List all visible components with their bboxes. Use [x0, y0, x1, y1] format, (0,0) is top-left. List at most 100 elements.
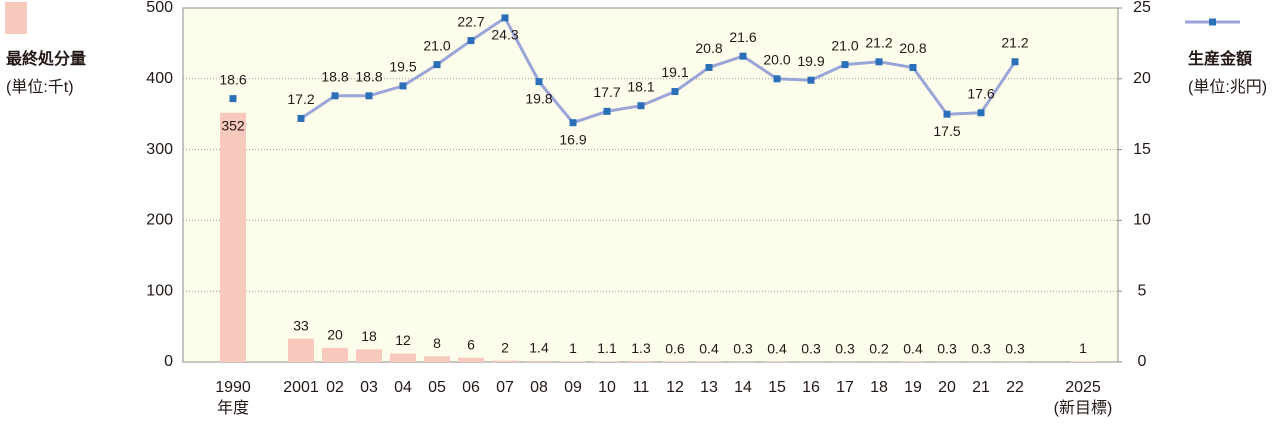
x-sublabel: (新目標)	[1054, 399, 1113, 417]
legend-label: 最終処分量	[6, 49, 86, 68]
marker	[230, 95, 237, 102]
bar	[526, 361, 552, 362]
bar-value-label: 1.1	[597, 340, 617, 356]
marker	[604, 108, 611, 115]
y-tick-label: 100	[146, 282, 173, 299]
bar-value-label: 0.3	[733, 340, 753, 356]
y2-tick-label: 15	[1133, 141, 1151, 158]
marker	[332, 92, 339, 99]
x-tick-label: 11	[633, 379, 650, 396]
marker	[876, 58, 883, 65]
marker	[1012, 58, 1019, 65]
line-value-label: 19.5	[389, 59, 416, 75]
bar-value-label: 33	[293, 317, 309, 333]
bar-value-label: 12	[395, 332, 411, 348]
y2-tick-label: 20	[1133, 70, 1151, 87]
bar-value-label: 0.4	[903, 340, 923, 356]
bar-value-label: 20	[327, 327, 343, 343]
x-tick-label: 16	[802, 379, 820, 396]
bar	[458, 358, 484, 362]
x-tick-label: 20	[938, 379, 956, 396]
line-value-label: 20.8	[899, 40, 926, 56]
x-tick-label: 17	[836, 379, 854, 396]
line-value-label: 21.0	[831, 37, 858, 53]
bar-value-label: 0.2	[869, 341, 889, 357]
marker	[298, 115, 305, 122]
bar	[322, 348, 348, 362]
bar-value-label: 0.3	[971, 340, 991, 356]
line-value-label: 18.8	[355, 68, 382, 84]
bar-value-label: 1.3	[631, 340, 651, 356]
marker	[842, 61, 849, 68]
bar	[390, 354, 416, 362]
x-tick-label: 15	[768, 379, 786, 396]
legend-unit: (単位:兆円)	[1188, 78, 1267, 96]
line-value-label: 20.8	[695, 40, 722, 56]
marker	[434, 61, 441, 68]
x-tick-label: 02	[326, 379, 344, 396]
x-tick-label: 04	[394, 379, 412, 396]
bar-value-label: 352	[221, 117, 245, 133]
line-value-label: 21.6	[729, 29, 756, 45]
marker	[808, 77, 815, 84]
line-value-label: 19.9	[797, 53, 824, 69]
x-tick-label: 08	[530, 379, 548, 396]
line-value-label: 24.3	[491, 27, 518, 43]
marker	[944, 111, 951, 118]
bar-value-label: 18	[361, 328, 377, 344]
line-value-label: 18.6	[219, 71, 246, 87]
line-value-label: 18.8	[321, 68, 348, 84]
y2-tick-label: 0	[1138, 353, 1147, 370]
marker	[400, 82, 407, 89]
line-value-label: 16.9	[559, 131, 586, 147]
bar	[492, 361, 518, 362]
bar	[594, 361, 620, 362]
x-tick-label: 18	[870, 379, 888, 396]
x-tick-label: 21	[972, 379, 990, 396]
marker	[910, 64, 917, 71]
line-value-label: 19.8	[525, 90, 552, 106]
marker	[774, 75, 781, 82]
y-tick-label: 200	[146, 212, 173, 229]
bar-value-label: 0.3	[1005, 340, 1025, 356]
x-tick-label: 09	[564, 379, 582, 396]
bar-value-label: 1.4	[529, 340, 549, 356]
y-tick-label: 0	[164, 353, 173, 370]
y-tick-label: 400	[146, 70, 173, 87]
bar	[356, 349, 382, 362]
bar-value-label: 0.4	[699, 340, 719, 356]
legend-swatch-marker	[1209, 19, 1216, 26]
bar	[220, 113, 246, 362]
line-value-label: 21.0	[423, 37, 450, 53]
line-value-label: 17.2	[287, 91, 314, 107]
bar-value-label: 0.3	[835, 340, 855, 356]
marker	[570, 119, 577, 126]
marker	[468, 37, 475, 44]
y2-tick-label: 5	[1138, 282, 1147, 299]
bar	[628, 361, 654, 362]
bar	[1070, 361, 1096, 362]
line-value-label: 21.2	[865, 35, 892, 51]
bar-value-label: 2	[501, 339, 509, 355]
x-tick-label: 22	[1006, 379, 1024, 396]
x-sublabel: 年度	[217, 399, 249, 417]
line-value-label: 21.2	[1001, 35, 1028, 51]
bar-value-label: 1	[1079, 340, 1087, 356]
bar-value-label: 0.3	[801, 340, 821, 356]
marker	[706, 64, 713, 71]
bar-value-label: 6	[467, 336, 475, 352]
bar-value-label: 0.3	[937, 340, 957, 356]
plot-area	[183, 8, 1118, 362]
x-tick-label: 07	[496, 379, 514, 396]
x-tick-label: 05	[428, 379, 446, 396]
x-tick-label: 14	[734, 379, 752, 396]
line-value-label: 17.5	[933, 123, 960, 139]
x-tick-label: 10	[598, 379, 616, 396]
bar	[560, 361, 586, 362]
bar-value-label: 0.6	[665, 340, 685, 356]
x-tick-label: 2001	[283, 379, 319, 396]
bar-value-label: 0.4	[767, 340, 787, 356]
y2-tick-label: 10	[1133, 212, 1151, 229]
marker	[740, 53, 747, 60]
